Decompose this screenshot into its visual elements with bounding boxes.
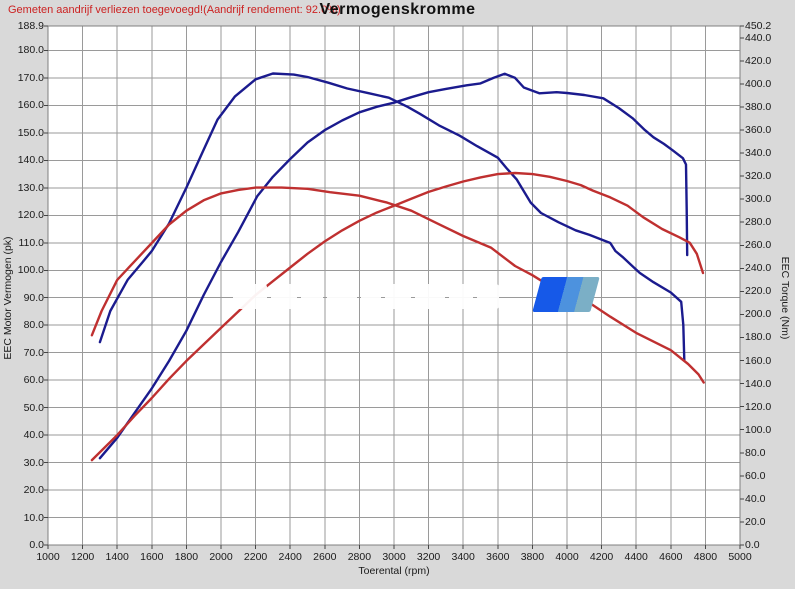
y-right-axis-title: EEC Torque (Nm) <box>779 256 791 340</box>
drive-loss-note: Gemeten aandrijf verliezen toegevoegd!(A… <box>8 4 341 16</box>
curve-original-torque-nm <box>90 186 705 384</box>
watermark-ghost-blob <box>477 284 499 309</box>
watermark-ghost-blob <box>271 284 297 309</box>
watermark-ghost-blob <box>415 284 445 309</box>
y-left-axis-title: EEC Motor Vermogen (pk) <box>2 236 14 360</box>
watermark-ghost-blob <box>449 284 473 309</box>
x-axis-title: Toerental (rpm) <box>358 565 430 577</box>
watermark-ghost-blob <box>327 284 357 309</box>
watermark-ghost-blob <box>361 284 381 309</box>
curve-tuned-power-pk <box>98 72 689 460</box>
watermark-ghost-text <box>233 284 499 309</box>
watermark-ghost-blob <box>233 284 267 309</box>
watermark-ghost-blob <box>301 284 323 309</box>
curve-tuned-torque-nm <box>98 72 686 362</box>
curve-original-power-pk <box>90 171 705 462</box>
watermark-ghost-blob <box>385 284 411 309</box>
chart-title: Vermogenskromme <box>319 1 476 18</box>
tuner-logo-icon <box>532 277 600 312</box>
